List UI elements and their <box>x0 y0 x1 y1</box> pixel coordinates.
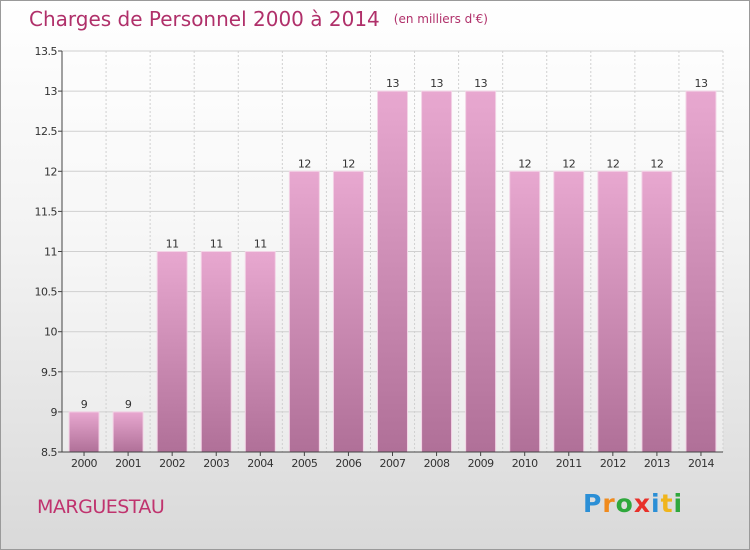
chart-title-text: Charges de Personnel 2000 à 2014 <box>29 7 380 31</box>
bar <box>641 170 673 453</box>
bar <box>421 90 453 453</box>
y-tick-label: 12.5 <box>35 125 58 138</box>
logo-letter: o <box>615 489 634 518</box>
bar <box>288 170 320 453</box>
x-tick-label: 2007 <box>380 457 406 470</box>
bar <box>112 411 144 453</box>
x-tick-label: 2005 <box>291 457 317 470</box>
logo-letter: t <box>660 489 674 518</box>
bar <box>685 90 717 453</box>
bar <box>68 411 100 453</box>
y-tick-label: 11 <box>44 246 57 259</box>
commune-name: MARGUESTAU <box>37 496 165 518</box>
data-label: 13 <box>694 77 707 90</box>
bars <box>68 90 717 453</box>
bar <box>553 170 585 453</box>
y-tick-label: 10 <box>44 326 57 339</box>
logo-letter: P <box>583 489 603 518</box>
data-label: 12 <box>342 157 355 170</box>
data-label: 13 <box>474 77 487 90</box>
data-label: 11 <box>166 238 179 251</box>
y-tick-label: 10.5 <box>35 286 58 299</box>
y-tick-label: 11.5 <box>35 205 58 218</box>
data-label: 11 <box>210 238 223 251</box>
y-tick-label: 12 <box>44 165 57 178</box>
data-label: 12 <box>518 157 531 170</box>
bar <box>509 170 541 453</box>
x-tick-label: 2009 <box>468 457 494 470</box>
x-tick-label: 2001 <box>115 457 141 470</box>
data-label: 9 <box>125 398 132 411</box>
bar <box>200 251 232 453</box>
x-tick-label: 2013 <box>644 457 670 470</box>
x-tick-label: 2008 <box>424 457 450 470</box>
axes: 8.5 9 9.5 10 10.5 11 11.5 12 12.5 13 13.5 2000 2001 2… <box>35 45 723 470</box>
chart-subtitle: (en milliers d'€) <box>393 12 488 26</box>
data-labels: 9 9 11 11 11 12 12 13 13 13 12 12 12 12 13 <box>81 77 709 411</box>
data-label: 12 <box>606 157 619 170</box>
logo-letter: r <box>602 489 616 518</box>
y-tick-label: 13.5 <box>35 45 58 58</box>
bar <box>597 170 629 453</box>
data-label: 11 <box>254 238 267 251</box>
x-tick-label: 2014 <box>688 457 714 470</box>
chart-title: Charges de Personnel 2000 à 2014 (en mill… <box>29 7 488 31</box>
x-tick-label: 2004 <box>247 457 273 470</box>
y-tick-label: 9 <box>51 406 58 419</box>
y-tick-label: 8.5 <box>41 446 57 459</box>
x-tick-label: 2012 <box>600 457 626 470</box>
y-tick-label: 9.5 <box>41 366 57 379</box>
logo-letter: x <box>633 489 651 518</box>
bar <box>377 90 408 453</box>
x-tick-label: 2006 <box>335 457 361 470</box>
data-label: 12 <box>298 157 311 170</box>
y-tick-label: 13 <box>44 85 57 98</box>
data-label: 13 <box>430 77 443 90</box>
bar <box>156 251 188 453</box>
data-label: 13 <box>386 77 399 90</box>
logo-letter: i <box>651 489 661 518</box>
x-tick-label: 2002 <box>159 457 185 470</box>
data-label: 12 <box>562 157 575 170</box>
data-label: 12 <box>650 157 663 170</box>
x-tick-label: 2010 <box>512 457 538 470</box>
x-tick-label: 2011 <box>556 457 582 470</box>
bar <box>244 251 276 453</box>
bar <box>465 90 497 453</box>
x-tick-label: 2000 <box>71 457 97 470</box>
data-label: 9 <box>81 398 88 411</box>
bar <box>332 170 364 453</box>
x-tick-label: 2003 <box>203 457 229 470</box>
logo-letter: i <box>673 489 684 518</box>
proxiti-logo[interactable]: Proxiti <box>583 489 683 518</box>
